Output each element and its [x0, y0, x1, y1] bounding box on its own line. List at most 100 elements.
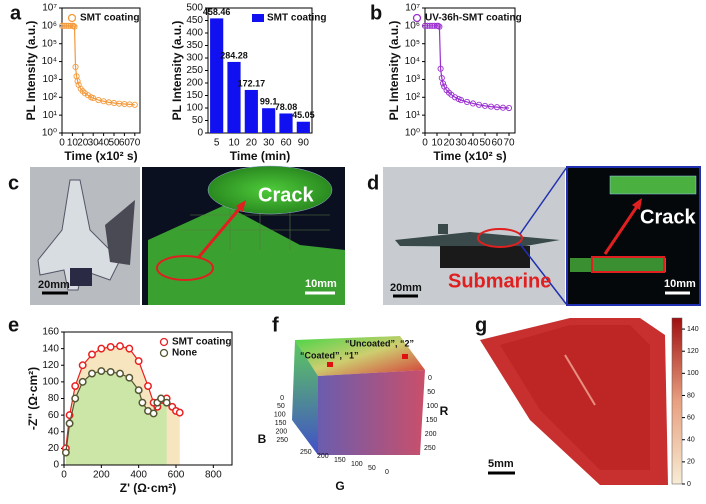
bar [279, 113, 293, 133]
data-point [436, 23, 443, 30]
y-tick-label: 10⁴ [405, 56, 420, 67]
value-label: 45.05 [292, 110, 315, 120]
data-point [175, 408, 184, 417]
y-tick-label: 120 [42, 360, 59, 371]
x-tick-label: 20 [246, 138, 258, 149]
bar [296, 121, 310, 133]
scale-label: 20mm [390, 282, 422, 294]
data-point [469, 100, 477, 107]
y-tick-label: 10⁶ [405, 20, 420, 31]
y-tick-label: 10¹ [43, 110, 58, 121]
legend-marker [159, 348, 169, 358]
y-tick-label: 0 [197, 128, 203, 139]
y-tick-label: 0 [53, 460, 59, 471]
y-tick-label: 80 [48, 393, 60, 404]
data-point [72, 63, 79, 70]
data-point [463, 98, 471, 105]
y-tick-label: 200 [186, 78, 203, 89]
data-point [71, 23, 78, 30]
data-point [116, 369, 124, 378]
y-tick-label: 120 [687, 348, 699, 355]
data-point [61, 22, 68, 29]
y-tick-label: 500 [186, 3, 203, 14]
plot-frame [424, 7, 516, 134]
legend-marker [412, 13, 422, 23]
y-tick-label: 450 [186, 15, 203, 26]
y-tick-label: 20 [687, 459, 695, 466]
x-tick-label: 60 [119, 138, 131, 149]
data-point [125, 344, 134, 353]
scale-label: 20mm [38, 279, 70, 291]
heatmap-image: 5mm [480, 318, 668, 485]
x-tick-label: 10 [67, 138, 79, 149]
data-point [70, 22, 77, 29]
bar [210, 18, 224, 133]
x-tick-label: 0 [422, 138, 428, 149]
marker [327, 362, 333, 367]
x-tick-label: 40 [98, 138, 110, 149]
panel-label: a [10, 2, 22, 24]
color-cube [292, 336, 425, 455]
y-tick-label: 350 [186, 40, 203, 51]
tick-label: 0 [385, 469, 389, 476]
annotation: “Uncoated”, “2” [345, 338, 414, 348]
y-tick-label: 10³ [43, 74, 58, 85]
x-tick-label: 5 [214, 138, 220, 149]
data-point [134, 386, 143, 395]
data-line [62, 25, 135, 106]
data-point [74, 78, 81, 85]
data-point [493, 104, 501, 111]
y-tick-label: 400 [186, 28, 203, 39]
x-tick-label: 600 [168, 470, 185, 481]
data-point [439, 80, 447, 87]
tick-label: 50 [277, 403, 285, 410]
annotation: Submarine [448, 270, 551, 292]
scale-label: 10mm [664, 278, 696, 290]
value-label: 78.08 [275, 102, 298, 112]
value-label: 172.17 [238, 78, 266, 88]
x-tick-label: 70 [503, 138, 515, 149]
x-axis-label: Z' (Ω·cm²) [120, 481, 176, 495]
data-point [97, 367, 106, 376]
x-tick-label: 50 [479, 138, 491, 149]
x-tick-label: 0 [61, 470, 67, 481]
x-tick-label: 60 [491, 138, 503, 149]
panel-label: g [475, 314, 487, 336]
y-tick-label: 60 [687, 414, 695, 421]
photo-submarine: Submarine 20mm [383, 166, 568, 306]
panel-label: b [370, 2, 382, 24]
data-point [71, 382, 80, 390]
data-point [81, 90, 88, 97]
y-tick-label: 10⁵ [42, 38, 57, 49]
tick-label: 250 [276, 437, 288, 444]
y-tick-label: 160 [42, 327, 59, 338]
photo-submarine-crack: Crack 10mm [566, 166, 701, 306]
data-point [144, 382, 152, 390]
tick-label: 100 [351, 461, 363, 468]
tick-label: 0 [280, 395, 284, 402]
data-point [157, 394, 166, 403]
y-tick-label: 10⁷ [405, 3, 420, 14]
legend-label: SMT coating [267, 13, 326, 24]
colorbar [671, 317, 683, 485]
annotation: Crack [258, 184, 314, 206]
data-line [65, 370, 168, 453]
y-tick-label: 60 [48, 410, 60, 421]
value-label: 284.28 [220, 50, 248, 60]
annotation: “Coated”, “1” [300, 350, 359, 360]
tick-label: 50 [368, 465, 376, 472]
data-point [131, 101, 138, 108]
x-axis-label: Time (x10² s) [433, 149, 506, 163]
y-tick-label: 100 [42, 377, 59, 388]
tick-label: 100 [426, 403, 438, 410]
x-tick-label: 40 [467, 138, 479, 149]
y-tick-label: 40 [687, 437, 695, 444]
photo-aircraft: 20mm [30, 167, 140, 305]
tick-label: 150 [275, 420, 287, 427]
legend-label: None [172, 348, 197, 359]
y-tick-label: 10¹ [406, 110, 421, 121]
legend-marker [159, 337, 169, 347]
y-axis-label: PL Intensity (a.u.) [24, 21, 38, 121]
area [65, 371, 167, 465]
value-label: 99.1 [260, 97, 278, 107]
